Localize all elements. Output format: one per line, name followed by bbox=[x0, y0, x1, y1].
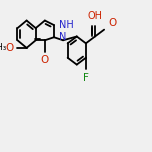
Text: NH: NH bbox=[59, 20, 73, 30]
Text: O: O bbox=[41, 55, 49, 66]
Text: O: O bbox=[5, 43, 14, 53]
Text: N: N bbox=[59, 32, 66, 42]
Text: F: F bbox=[83, 73, 89, 83]
Text: OH: OH bbox=[88, 11, 102, 21]
Text: OCH₃: OCH₃ bbox=[0, 43, 7, 52]
Text: O: O bbox=[108, 18, 116, 28]
